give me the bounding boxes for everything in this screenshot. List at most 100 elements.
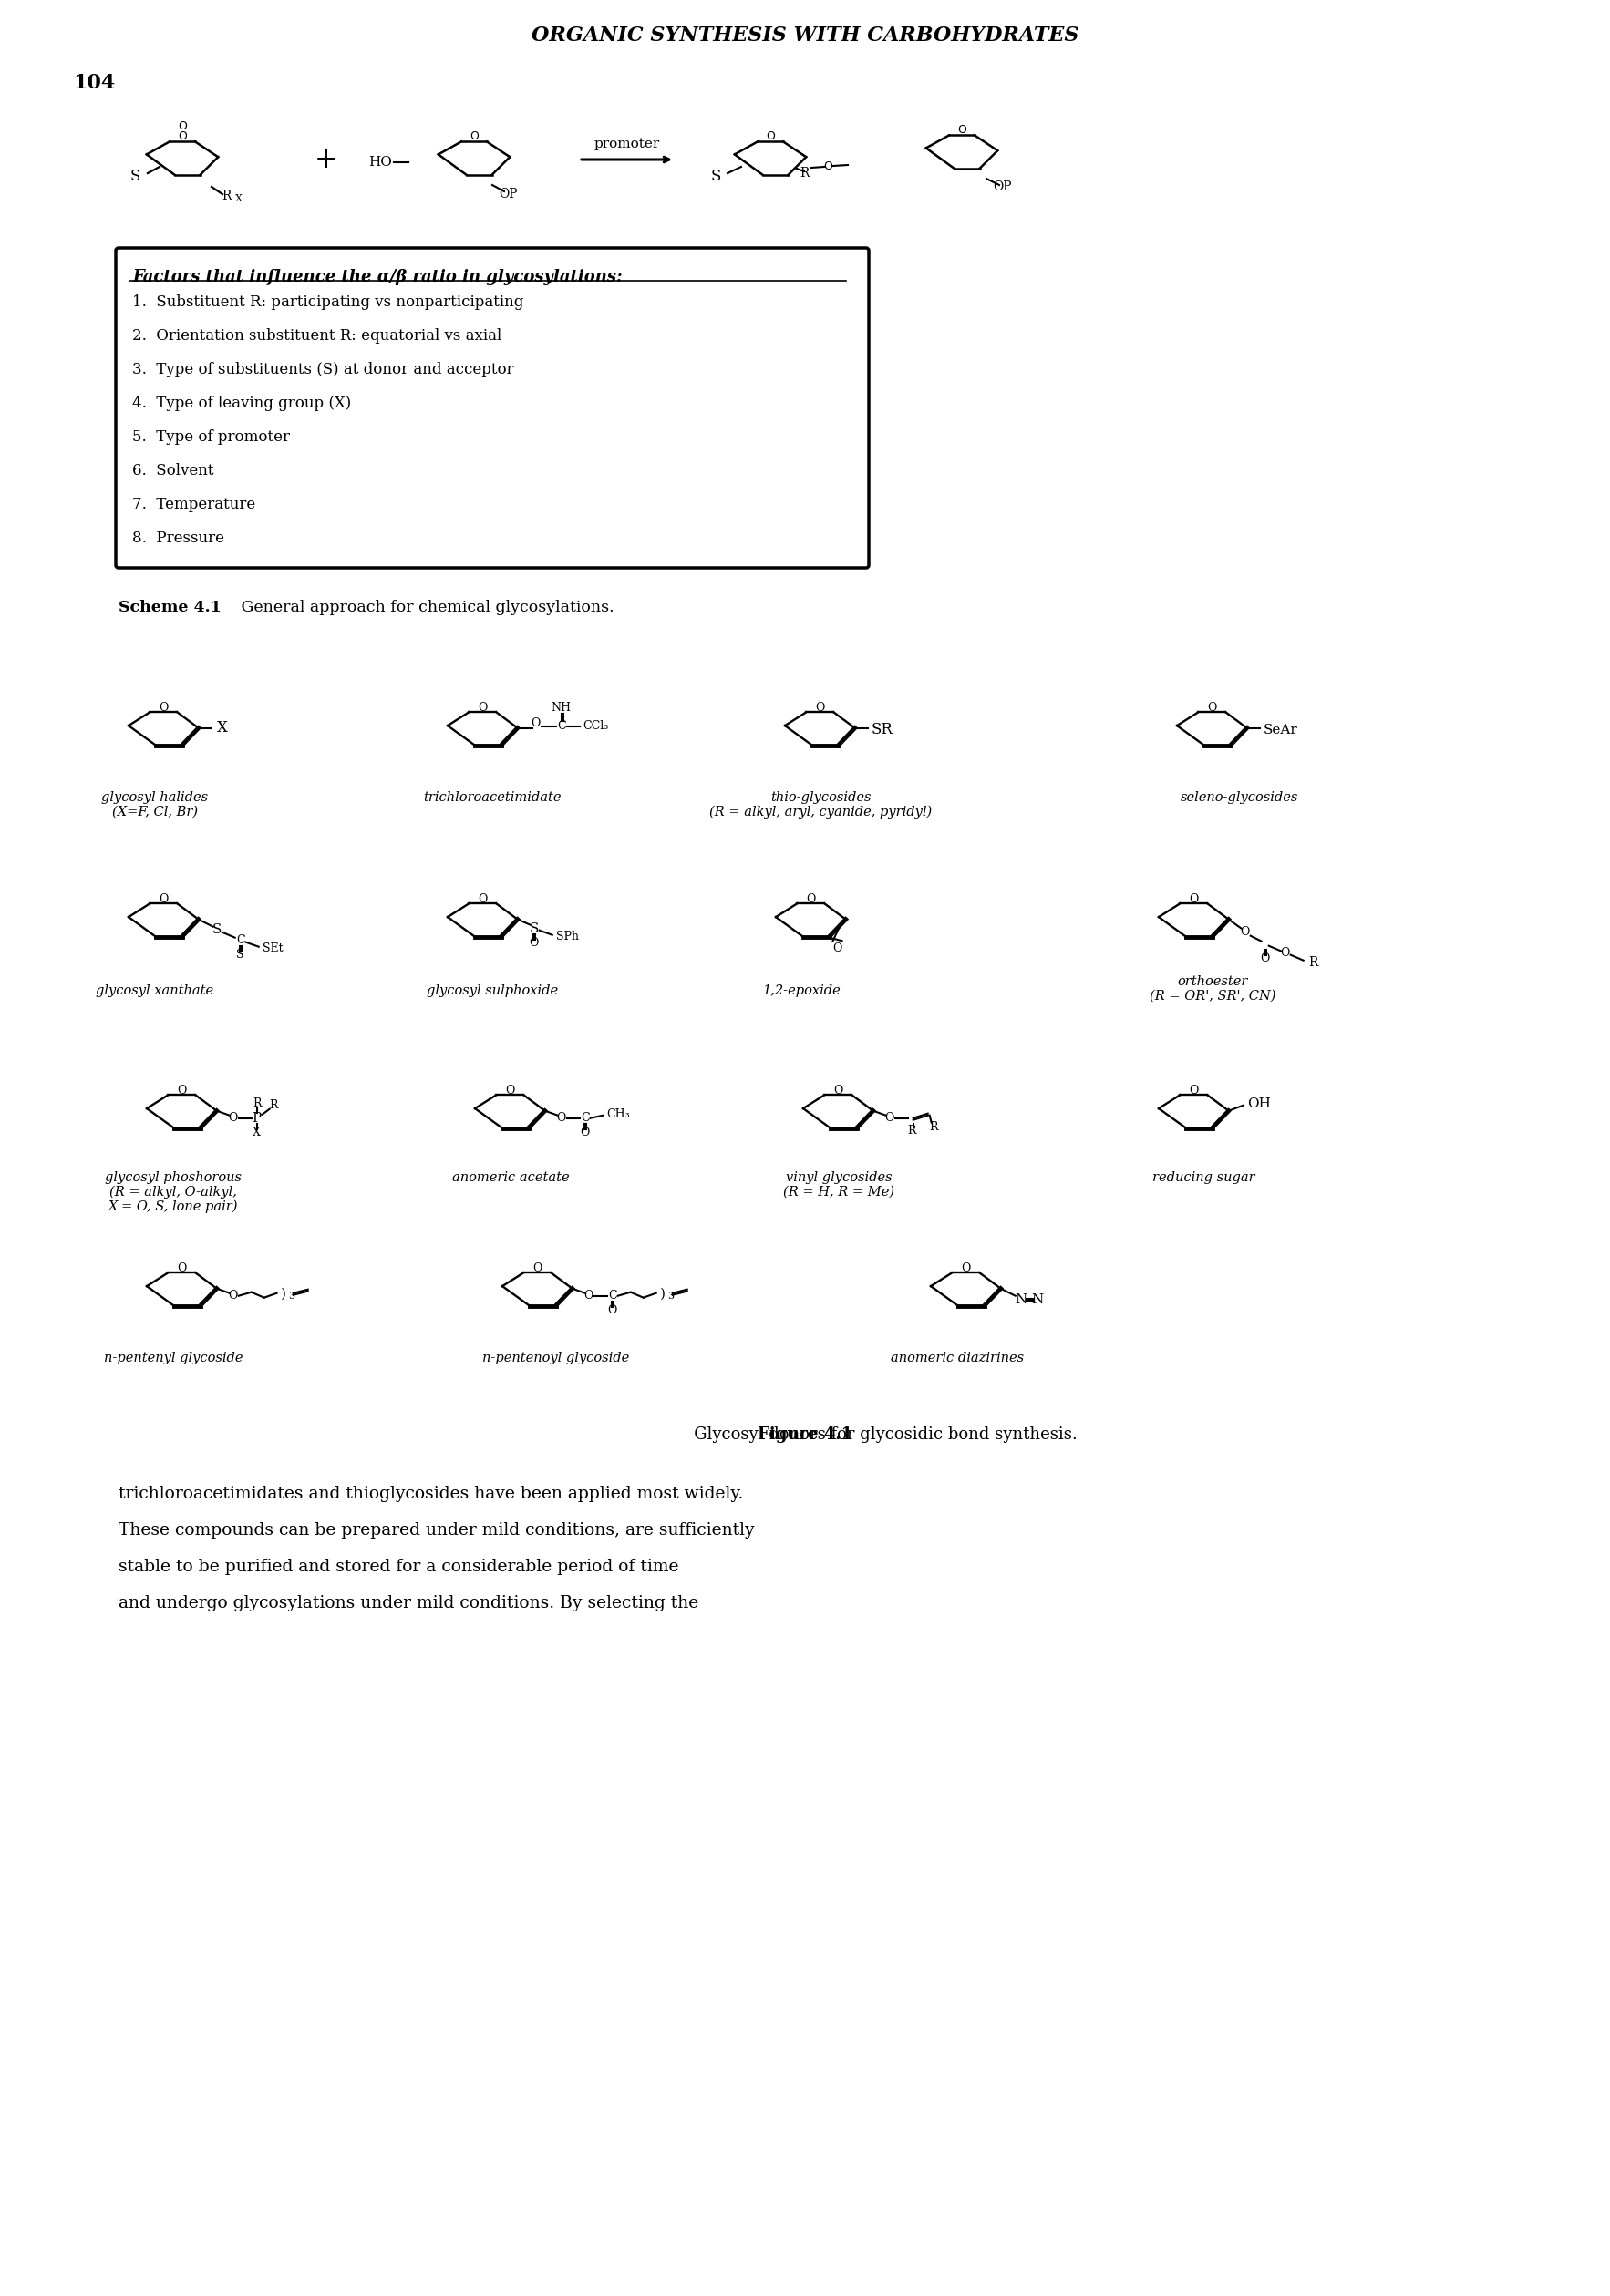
- Text: 8.  Pressure: 8. Pressure: [132, 530, 224, 546]
- Text: 3.  Type of substituents (S) at donor and acceptor: 3. Type of substituents (S) at donor and…: [132, 363, 514, 377]
- Text: (R = OR', SR', CN): (R = OR', SR', CN): [1150, 990, 1275, 1003]
- Text: C: C: [609, 1290, 617, 1302]
- Text: n-pentenoyl glycoside: n-pentenoyl glycoside: [483, 1352, 630, 1364]
- Text: O: O: [584, 1290, 594, 1302]
- Text: OP: OP: [993, 181, 1013, 193]
- Text: X: X: [253, 1127, 261, 1139]
- Text: X: X: [217, 721, 227, 735]
- Text: C: C: [557, 721, 565, 732]
- Text: C: C: [581, 1111, 589, 1125]
- Text: (R = alkyl, aryl, cyanide, pyridyl): (R = alkyl, aryl, cyanide, pyridyl): [708, 806, 932, 820]
- Text: OP: OP: [499, 188, 518, 200]
- Text: seleno-glycosides: seleno-glycosides: [1180, 792, 1299, 804]
- Text: These compounds can be prepared under mild conditions, are sufficiently: These compounds can be prepared under mi…: [119, 1522, 755, 1538]
- Text: 4.  Type of leaving group (X): 4. Type of leaving group (X): [132, 395, 351, 411]
- Text: O: O: [766, 131, 774, 142]
- Text: 7.  Temperature: 7. Temperature: [132, 496, 256, 512]
- Text: O: O: [557, 1111, 567, 1125]
- Text: O: O: [1208, 703, 1217, 714]
- Text: glycosyl sulphoxide: glycosyl sulphoxide: [427, 985, 559, 996]
- Text: O: O: [1188, 893, 1198, 905]
- Text: O: O: [177, 131, 187, 142]
- Text: O: O: [1188, 1084, 1198, 1095]
- Text: X: X: [235, 195, 243, 204]
- Text: R: R: [929, 1120, 937, 1134]
- Text: ): ): [280, 1288, 287, 1300]
- Text: SPh: SPh: [555, 930, 578, 944]
- Text: Factors that influence the α/β ratio in glycosylations:: Factors that influence the α/β ratio in …: [132, 269, 623, 285]
- Text: (R = H, R = Me): (R = H, R = Me): [782, 1185, 895, 1199]
- Text: Scheme 4.1: Scheme 4.1: [119, 599, 221, 615]
- Text: O: O: [1240, 925, 1249, 939]
- Text: O: O: [815, 703, 824, 714]
- Text: O: O: [832, 941, 842, 955]
- Text: P: P: [253, 1111, 261, 1125]
- Text: (R = alkyl, O-alkyl,: (R = alkyl, O-alkyl,: [109, 1185, 237, 1199]
- Text: OH: OH: [1246, 1097, 1270, 1109]
- Text: trichloroacetimidate: trichloroacetimidate: [423, 792, 562, 804]
- Text: O: O: [478, 703, 488, 714]
- Text: stable to be purified and stored for a considerable period of time: stable to be purified and stored for a c…: [119, 1559, 679, 1575]
- Text: C: C: [237, 934, 245, 946]
- Text: Glycosyl donors for glycosidic bond synthesis.: Glycosyl donors for glycosidic bond synt…: [678, 1426, 1077, 1442]
- Text: 5.  Type of promoter: 5. Type of promoter: [132, 429, 290, 445]
- Text: Figure 4.1: Figure 4.1: [758, 1426, 852, 1442]
- Text: R: R: [253, 1097, 261, 1109]
- Text: vinyl glycosides: vinyl glycosides: [786, 1171, 892, 1185]
- Text: O: O: [958, 124, 966, 135]
- Text: O: O: [470, 131, 478, 142]
- Text: O: O: [177, 1263, 187, 1274]
- Text: O: O: [159, 893, 167, 905]
- Text: O: O: [530, 937, 539, 948]
- Text: +: +: [314, 145, 338, 174]
- Text: ORGANIC SYNTHESIS WITH CARBOHYDRATES: ORGANIC SYNTHESIS WITH CARBOHYDRATES: [531, 25, 1079, 46]
- Text: O: O: [177, 1084, 187, 1095]
- Text: thio-glycosides: thio-glycosides: [770, 792, 871, 804]
- Text: R: R: [1309, 955, 1319, 969]
- Text: SR: SR: [871, 721, 894, 737]
- Text: O: O: [823, 161, 832, 172]
- Text: SeAr: SeAr: [1264, 723, 1298, 737]
- Text: trichloroacetimidates and thioglycosides have been applied most widely.: trichloroacetimidates and thioglycosides…: [119, 1486, 744, 1502]
- Text: glycosyl phoshorous: glycosyl phoshorous: [105, 1171, 241, 1185]
- Text: O: O: [607, 1304, 617, 1316]
- Text: S: S: [213, 923, 222, 937]
- Text: N: N: [1014, 1293, 1027, 1306]
- Text: R: R: [906, 1125, 916, 1137]
- Text: 1,2-epoxide: 1,2-epoxide: [763, 985, 842, 996]
- Text: O: O: [531, 719, 541, 730]
- Text: R: R: [269, 1100, 277, 1111]
- Text: General approach for chemical glycosylations.: General approach for chemical glycosylat…: [225, 599, 613, 615]
- Text: 6.  Solvent: 6. Solvent: [132, 464, 214, 478]
- Text: O: O: [506, 1084, 515, 1095]
- Text: O: O: [229, 1290, 238, 1302]
- Text: glycosyl halides: glycosyl halides: [101, 792, 208, 804]
- Text: HO: HO: [369, 156, 391, 168]
- Text: O: O: [1261, 953, 1270, 964]
- Text: 1.  Substituent R: participating vs nonparticipating: 1. Substituent R: participating vs nonpa…: [132, 294, 523, 310]
- Text: and undergo glycosylations under mild conditions. By selecting the: and undergo glycosylations under mild co…: [119, 1596, 699, 1612]
- Text: S: S: [130, 168, 140, 184]
- Text: O: O: [229, 1111, 238, 1125]
- Text: S: S: [237, 948, 245, 960]
- Text: O: O: [1280, 948, 1290, 960]
- Text: 3: 3: [288, 1290, 295, 1300]
- Text: CCl₃: CCl₃: [583, 721, 609, 732]
- Text: O: O: [177, 119, 187, 131]
- Text: O: O: [807, 893, 816, 905]
- Text: X = O, S, lone pair): X = O, S, lone pair): [108, 1201, 238, 1215]
- Text: R: R: [221, 191, 230, 202]
- Text: S: S: [710, 168, 721, 184]
- Text: glycosyl xanthate: glycosyl xanthate: [97, 985, 214, 996]
- Text: NH: NH: [551, 703, 572, 714]
- Text: O: O: [834, 1084, 844, 1095]
- Text: anomeric diazirines: anomeric diazirines: [890, 1352, 1024, 1364]
- Text: O: O: [478, 893, 488, 905]
- Text: N: N: [1030, 1293, 1043, 1306]
- Text: orthoester: orthoester: [1177, 976, 1248, 987]
- Text: O: O: [961, 1263, 971, 1274]
- Text: S: S: [530, 923, 539, 934]
- Text: O: O: [533, 1263, 543, 1274]
- Text: CH₃: CH₃: [607, 1109, 630, 1120]
- Text: anomeric acetate: anomeric acetate: [452, 1171, 570, 1185]
